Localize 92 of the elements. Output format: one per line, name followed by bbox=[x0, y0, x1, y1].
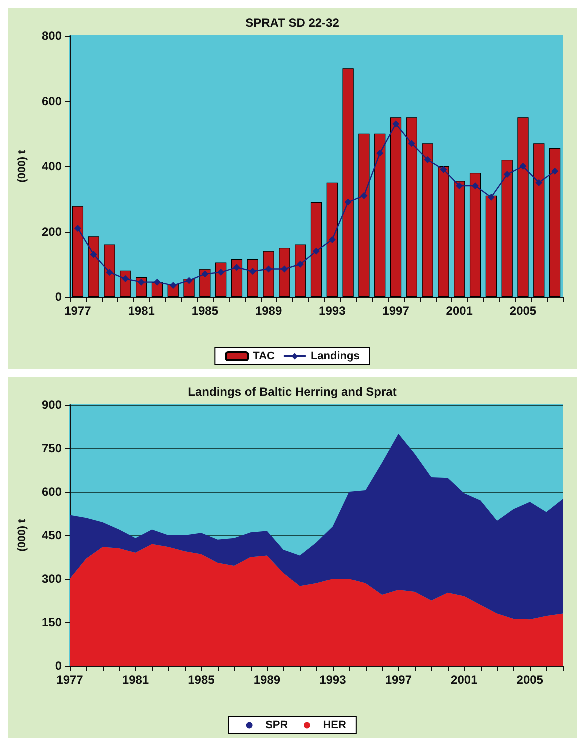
point bbox=[90, 251, 98, 258]
bar bbox=[216, 262, 227, 297]
point bbox=[488, 194, 495, 201]
point bbox=[74, 224, 82, 232]
y-tick-label: 800 bbox=[42, 29, 62, 43]
bar bbox=[104, 244, 116, 297]
bar bbox=[422, 144, 434, 297]
point bbox=[360, 192, 368, 200]
point bbox=[186, 277, 193, 284]
y-tick-label: 400 bbox=[42, 160, 62, 174]
bar bbox=[438, 166, 450, 297]
y-tick-label: 600 bbox=[42, 94, 62, 108]
x-tick-label: 1993 bbox=[320, 673, 347, 687]
y-tick-label: 300 bbox=[42, 572, 62, 586]
x-tick-label: 1985 bbox=[192, 304, 219, 318]
y-tick-label: 200 bbox=[42, 224, 62, 239]
point bbox=[456, 182, 464, 190]
x-tick-label: 1989 bbox=[254, 673, 281, 687]
point bbox=[138, 278, 146, 286]
point bbox=[392, 120, 400, 128]
bar bbox=[231, 259, 243, 297]
bar bbox=[486, 196, 497, 297]
bar bbox=[374, 134, 386, 297]
bar bbox=[247, 259, 258, 297]
bar bbox=[358, 134, 370, 297]
x-tick-label: 1997 bbox=[382, 304, 410, 318]
chart-title: SPRAT SD 22-32 bbox=[246, 16, 340, 30]
y-axis-title: (000) t bbox=[16, 518, 28, 552]
legend-label: TAC bbox=[253, 350, 276, 362]
point bbox=[313, 248, 320, 255]
bar bbox=[295, 244, 306, 297]
chart-title: Landings of Baltic Herring and Sprat bbox=[188, 385, 397, 399]
y-tick-label: 0 bbox=[55, 659, 62, 673]
point bbox=[202, 270, 209, 278]
y-tick-label: 0 bbox=[55, 290, 62, 304]
x-tick-label: 1997 bbox=[385, 673, 412, 687]
bar bbox=[263, 251, 274, 297]
legend-label: SPR bbox=[266, 720, 288, 732]
point bbox=[106, 269, 114, 276]
x-tick-label: 2005 bbox=[516, 673, 544, 687]
x-tick-label: 1981 bbox=[128, 304, 156, 318]
point bbox=[233, 264, 240, 272]
y-axis-title: (000) t bbox=[16, 150, 28, 183]
point bbox=[376, 150, 384, 157]
point bbox=[297, 260, 304, 268]
x-tick-label: 2005 bbox=[510, 304, 537, 318]
point bbox=[218, 269, 225, 276]
bar bbox=[470, 173, 482, 297]
legend-label: HER bbox=[323, 720, 346, 732]
point bbox=[472, 182, 480, 190]
point bbox=[536, 179, 543, 186]
bar bbox=[279, 248, 290, 297]
y-tick-label: 900 bbox=[42, 398, 62, 412]
point bbox=[552, 168, 559, 175]
point bbox=[265, 266, 272, 273]
x-tick-label: 2001 bbox=[446, 304, 474, 318]
bar bbox=[310, 202, 322, 297]
bar bbox=[502, 160, 513, 297]
point bbox=[344, 198, 352, 206]
point bbox=[504, 171, 511, 178]
x-tick-label: 1977 bbox=[56, 673, 84, 687]
point bbox=[408, 140, 416, 148]
x-tick-label: 2001 bbox=[451, 673, 478, 687]
point bbox=[520, 163, 527, 170]
y-tick-label: 150 bbox=[42, 616, 62, 630]
bar bbox=[342, 68, 354, 297]
legend-label: Landings bbox=[310, 350, 360, 362]
point bbox=[281, 266, 288, 273]
x-tick-label: 1989 bbox=[255, 304, 282, 318]
point bbox=[424, 156, 432, 164]
point bbox=[328, 236, 336, 244]
bar bbox=[549, 148, 561, 297]
bar bbox=[406, 118, 418, 297]
bar bbox=[88, 236, 100, 297]
bar bbox=[72, 206, 84, 297]
bar bbox=[518, 118, 529, 297]
point bbox=[249, 268, 256, 276]
bar bbox=[534, 144, 545, 297]
x-tick-label: 1981 bbox=[122, 673, 150, 687]
y-tick-label: 600 bbox=[42, 485, 62, 499]
point bbox=[122, 276, 130, 283]
point bbox=[440, 166, 448, 174]
y-tick-label: 750 bbox=[42, 442, 62, 456]
point bbox=[170, 282, 177, 290]
bar bbox=[390, 118, 402, 297]
x-tick-label: 1977 bbox=[64, 304, 92, 318]
x-tick-label: 1985 bbox=[188, 673, 216, 687]
x-tick-label: 1993 bbox=[319, 304, 346, 318]
bar bbox=[326, 182, 338, 297]
point bbox=[154, 278, 161, 286]
y-tick-label: 450 bbox=[42, 528, 62, 542]
bar bbox=[454, 181, 466, 297]
